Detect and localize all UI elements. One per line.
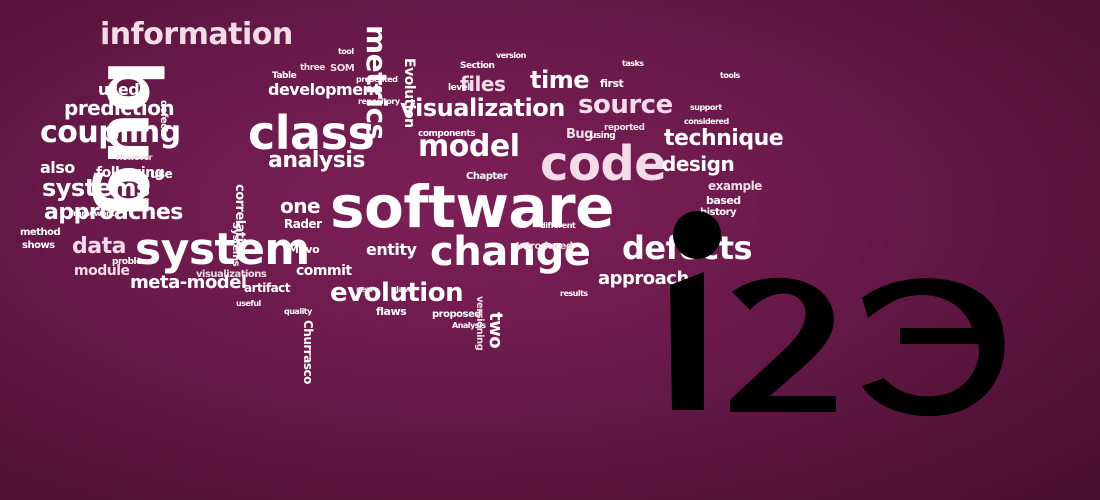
cloud-word: data	[72, 234, 126, 259]
cloud-word: three	[300, 63, 325, 73]
cloud-word: source	[578, 90, 673, 120]
cloud-word: following	[96, 165, 165, 181]
cloud-word: change	[430, 229, 591, 275]
cloud-word: also	[40, 158, 75, 177]
cloud-word: tools	[720, 71, 740, 80]
cloud-word: code	[540, 136, 667, 192]
cloud-word: Table	[272, 71, 297, 81]
cloud-word: class	[248, 106, 375, 160]
cloud-word: Evolution	[401, 58, 417, 128]
cloud-word: reported	[604, 123, 645, 133]
cloud-word: systems	[42, 174, 150, 202]
cloud-word: information	[100, 17, 293, 52]
cloud-word: model	[418, 129, 520, 164]
cloud-word: Section	[460, 61, 495, 71]
cloud-word: files	[460, 72, 506, 96]
cloud-word: Analysis	[452, 321, 486, 330]
cloud-word: example	[708, 179, 762, 193]
cloud-word: evolution	[330, 278, 464, 308]
cloud-word: Introduced	[516, 241, 573, 252]
cloud-word: Systems	[230, 222, 241, 267]
cloud-word: used	[98, 80, 140, 99]
cloud-word: module	[74, 263, 130, 279]
cloud-word: framework	[70, 209, 115, 218]
cloud-word: method	[20, 227, 61, 238]
cloud-word: useful	[236, 299, 261, 308]
cloud-word: one	[280, 194, 321, 218]
cloud-word: Churrasco	[301, 320, 315, 384]
cloud-word: However	[116, 153, 153, 162]
cloud-word: SOM	[330, 63, 355, 74]
cloud-word: two	[485, 312, 506, 349]
cloud-word: quality	[284, 307, 312, 316]
cloud-word: system	[135, 224, 310, 275]
cloud-word: first	[600, 77, 624, 90]
cloud-word: Bug	[566, 127, 593, 142]
cloud-word: results	[560, 289, 588, 298]
cloud-word: Rader	[284, 217, 322, 231]
cloud-word: tool	[338, 47, 354, 56]
logo-mark	[670, 211, 1005, 417]
cloud-word: software	[330, 173, 615, 241]
cloud-word: using	[590, 131, 616, 141]
cloud-word: approaches	[44, 200, 183, 225]
cloud-word: presented	[356, 75, 398, 84]
logo-2-glyph	[730, 277, 836, 412]
cloud-word: approach	[598, 268, 689, 289]
cloud-word: artifact	[244, 281, 291, 295]
cloud-word: components	[418, 129, 476, 139]
cloud-word: design	[662, 152, 735, 176]
cloud-word: use	[150, 167, 173, 181]
cloud-word: level	[448, 83, 470, 93]
logo-e-glyph	[862, 278, 1005, 417]
cloud-word: meta-model	[130, 272, 247, 293]
cloud-word: version	[496, 51, 526, 60]
cloud-word: problem	[112, 257, 151, 267]
cloud-word: Chapter	[466, 171, 508, 182]
cloud-word: based	[706, 194, 741, 207]
cloud-word: different	[540, 221, 576, 230]
cloud-word: history	[700, 207, 737, 218]
logo-i-stem	[670, 272, 704, 410]
cloud-word: entity	[366, 240, 417, 259]
cloud-word: Mevo	[288, 243, 320, 256]
cloud-word: proposed	[432, 309, 481, 320]
cloud-word: considered	[684, 117, 729, 126]
cloud-word: tasks	[622, 59, 644, 68]
cloud-word: visualization	[400, 94, 565, 122]
cloud-word: coupling	[40, 115, 181, 150]
cloud-word: analysis	[268, 148, 365, 173]
cloud-word: technique	[664, 126, 784, 151]
cloud-word: new	[356, 285, 374, 294]
cloud-word: visualizations	[196, 269, 267, 280]
cloud-word: shows	[22, 240, 55, 251]
cloud-word: defect	[158, 100, 169, 133]
cloud-word: support	[690, 103, 722, 112]
cloud-word: time	[530, 66, 589, 94]
cloud-word: Java	[396, 285, 414, 294]
cloud-word: repository	[358, 97, 400, 106]
cloud-word: prediction	[64, 96, 175, 120]
cloud-word: commit	[296, 263, 352, 279]
cloud-word: development	[268, 80, 381, 99]
cloud-word: flaws	[376, 305, 407, 318]
logo-i-dot	[673, 211, 721, 259]
